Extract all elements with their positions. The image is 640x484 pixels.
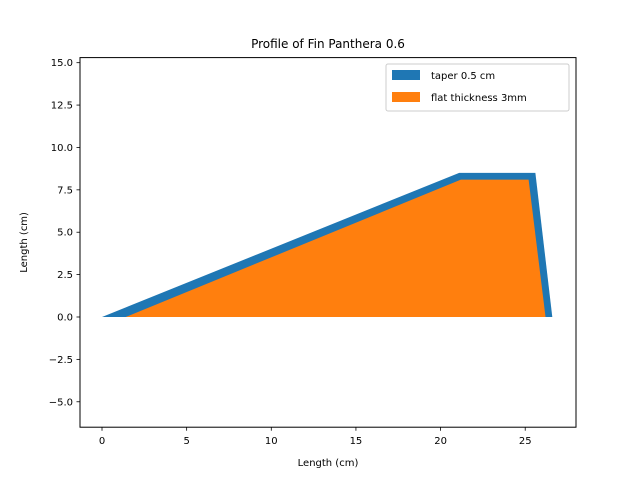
legend: taper 0.5 cm flat thickness 3mm (385, 63, 570, 112)
y-tick-label: −5.0 (49, 397, 73, 408)
y-axis-ticks: −5.0 −2.5 0.0 2.5 5.0 7.5 10.0 12.5 15.0 (49, 58, 80, 408)
y-tick-label: 2.5 (57, 270, 73, 281)
y-tick-label: 10.0 (51, 143, 73, 154)
x-tick-label: 25 (519, 436, 532, 447)
x-tick-label: 0 (99, 436, 105, 447)
y-tick-label: 12.5 (51, 101, 73, 112)
x-axis-label: Length (cm) (298, 458, 359, 469)
series-area-flat-thickness (125, 179, 546, 317)
y-tick-label: 7.5 (57, 185, 73, 196)
legend-box (385, 63, 570, 112)
legend-swatch-taper (392, 70, 420, 80)
series-layer (102, 172, 553, 317)
x-tick-label: 15 (350, 436, 363, 447)
y-tick-label: −2.5 (49, 355, 73, 366)
y-tick-label: 5.0 (57, 228, 73, 239)
legend-label-flat-thickness: flat thickness 3mm (431, 93, 527, 104)
x-tick-label: 5 (183, 436, 189, 447)
legend-swatch-flat-thickness (392, 92, 420, 102)
x-tick-label: 20 (434, 436, 447, 447)
plot-frame (79, 57, 577, 428)
y-axis-label: Length (cm) (19, 212, 30, 273)
chart-title: Profile of Fin Panthera 0.6 (251, 37, 405, 51)
x-axis-ticks: 0 5 10 15 20 25 (99, 427, 532, 447)
x-tick-label: 10 (265, 436, 278, 447)
y-tick-label: 0.0 (57, 312, 73, 323)
y-tick-label: 15.0 (51, 58, 73, 69)
legend-label-taper: taper 0.5 cm (431, 71, 495, 82)
